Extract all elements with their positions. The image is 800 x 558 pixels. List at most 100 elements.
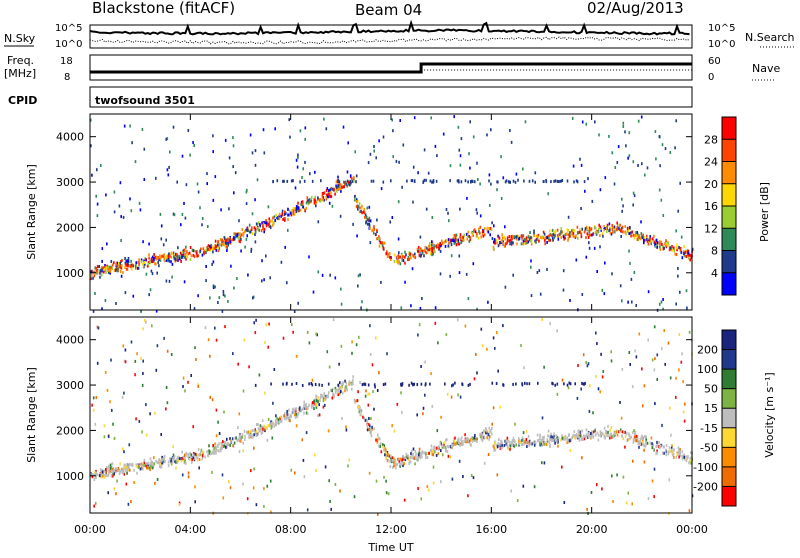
echo-point	[345, 182, 348, 186]
x-tick-label: 04:00	[174, 523, 206, 536]
echo-point	[221, 447, 223, 451]
echo-point	[458, 148, 461, 152]
echo-point	[282, 218, 284, 221]
echo-point	[167, 173, 170, 177]
echo-point	[422, 180, 425, 184]
echo-point	[433, 448, 435, 452]
echo-point	[572, 434, 574, 438]
echo-point	[257, 423, 259, 427]
echo-point	[301, 438, 304, 442]
echo-point	[104, 266, 106, 270]
echo-point	[309, 172, 311, 176]
echo-point	[346, 170, 349, 174]
echo-point	[233, 232, 235, 236]
echo-point	[505, 242, 507, 246]
echo-point	[613, 225, 616, 229]
echo-point	[407, 258, 409, 262]
echo-point	[157, 260, 159, 264]
echo-point	[219, 238, 222, 241]
echo-point	[623, 430, 625, 434]
echo-point	[339, 187, 342, 191]
echo-point	[607, 424, 609, 428]
echo-point	[669, 376, 672, 380]
echo-point	[447, 454, 450, 458]
echo-point	[385, 491, 388, 495]
echo-point	[515, 172, 518, 176]
echo-point	[501, 446, 503, 449]
echo-point	[108, 471, 110, 475]
echo-point	[668, 450, 670, 454]
echo-point	[306, 412, 309, 416]
echo-point	[383, 444, 385, 448]
echo-point	[581, 381, 583, 385]
echo-point	[595, 229, 598, 233]
echo-point	[173, 255, 175, 259]
echo-point	[609, 436, 611, 440]
echo-point	[352, 382, 354, 386]
echo-point	[375, 336, 377, 340]
y-tick-label: 2000	[56, 424, 84, 437]
echo-point	[528, 382, 531, 386]
echo-point	[303, 411, 305, 415]
echo-point	[442, 242, 445, 246]
echo-point	[234, 232, 237, 236]
echo-point	[159, 212, 162, 216]
echo-point	[266, 221, 268, 225]
echo-point	[227, 480, 230, 484]
echo-point	[254, 240, 257, 244]
echo-point	[280, 415, 282, 419]
echo-point	[688, 254, 690, 258]
echo-point	[424, 250, 427, 254]
echo-point	[624, 230, 626, 234]
echo-point	[195, 251, 198, 255]
echo-point	[621, 225, 624, 229]
power-panel	[89, 113, 693, 311]
echo-point	[278, 212, 281, 216]
echo-point	[249, 230, 252, 234]
echo-point	[675, 455, 678, 459]
echo-point	[640, 232, 643, 236]
echo-point	[416, 457, 418, 461]
echo-point	[160, 461, 162, 465]
echo-point	[508, 180, 510, 184]
echo-point	[467, 297, 470, 301]
echo-point	[634, 438, 636, 442]
echo-point	[481, 439, 484, 443]
echo-point	[647, 242, 650, 246]
echo-point	[327, 195, 329, 199]
echo-point	[211, 451, 213, 455]
colorbar-segment	[722, 206, 736, 229]
echo-point	[511, 439, 514, 443]
echo-point	[611, 474, 613, 478]
echo-point	[413, 116, 416, 120]
echo-point	[194, 452, 197, 456]
echo-point	[194, 456, 196, 460]
echo-point	[556, 329, 558, 333]
echo-point	[659, 445, 662, 449]
echo-point	[455, 238, 458, 241]
echo-point	[534, 441, 537, 445]
echo-point	[429, 245, 432, 248]
colorbar-tick-label: 8	[711, 245, 718, 258]
echo-point	[369, 427, 372, 431]
echo-point	[103, 270, 105, 274]
echo-point	[571, 116, 574, 120]
echo-point	[476, 437, 478, 441]
echo-point	[581, 293, 584, 296]
echo-point	[211, 245, 213, 249]
echo-point	[612, 230, 614, 234]
echo-point	[305, 405, 307, 409]
echo-point	[192, 452, 195, 455]
echo-point	[99, 468, 102, 471]
echo-point	[267, 424, 270, 428]
echo-point	[609, 429, 611, 433]
echo-point	[350, 181, 352, 185]
echo-point	[525, 429, 528, 433]
echo-point	[384, 382, 387, 386]
echo-point	[208, 449, 210, 453]
echo-point	[658, 135, 661, 139]
echo-point	[352, 222, 354, 226]
echo-point	[127, 257, 130, 260]
echo-point	[214, 246, 217, 250]
